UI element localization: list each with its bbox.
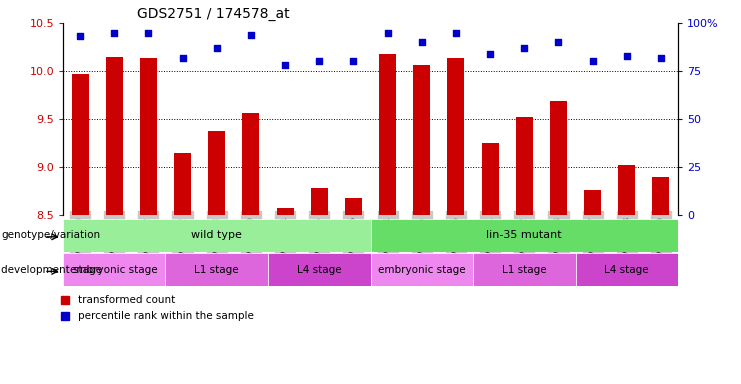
Text: L1 stage: L1 stage — [194, 265, 239, 275]
Point — [553, 39, 565, 45]
Bar — [379, 54, 396, 215]
Bar — [345, 198, 362, 215]
Bar — [413, 65, 431, 215]
Bar — [165, 253, 268, 286]
Bar — [448, 58, 465, 215]
Bar — [482, 143, 499, 215]
Bar — [310, 188, 328, 215]
Point — [518, 45, 530, 51]
Bar — [550, 101, 567, 215]
Point — [279, 62, 291, 68]
Bar — [63, 253, 165, 286]
Text: L4 stage: L4 stage — [297, 265, 342, 275]
Bar — [516, 117, 533, 215]
Text: percentile rank within the sample: percentile rank within the sample — [78, 311, 253, 321]
Bar — [473, 253, 576, 286]
Text: wild type: wild type — [191, 230, 242, 240]
Bar — [370, 219, 678, 252]
Text: genotype/variation: genotype/variation — [1, 230, 101, 240]
Point — [245, 31, 257, 38]
Bar — [584, 190, 601, 215]
Text: embryonic stage: embryonic stage — [378, 265, 465, 275]
Bar — [106, 56, 123, 215]
Point — [587, 58, 599, 65]
Point — [416, 39, 428, 45]
Bar — [63, 219, 370, 252]
Text: transformed count: transformed count — [78, 295, 175, 305]
Text: lin-35 mutant: lin-35 mutant — [486, 230, 562, 240]
Point — [210, 45, 222, 51]
Point — [142, 30, 154, 36]
Bar — [72, 74, 89, 215]
Point — [74, 33, 86, 40]
Bar — [208, 131, 225, 215]
Point — [382, 30, 393, 36]
Bar — [652, 177, 669, 215]
Text: embryonic stage: embryonic stage — [70, 265, 158, 275]
Point — [655, 55, 667, 61]
Point — [450, 30, 462, 36]
Text: L4 stage: L4 stage — [605, 265, 649, 275]
Bar — [242, 113, 259, 215]
Bar — [618, 165, 635, 215]
Point — [348, 58, 359, 65]
Text: development stage: development stage — [1, 265, 102, 275]
Point — [484, 51, 496, 57]
Text: GDS2751 / 174578_at: GDS2751 / 174578_at — [137, 7, 290, 21]
Bar — [268, 253, 370, 286]
Bar — [140, 58, 157, 215]
Bar — [174, 152, 191, 215]
Bar — [576, 253, 678, 286]
Point — [108, 30, 120, 36]
Bar — [276, 208, 293, 215]
Point — [313, 58, 325, 65]
Text: L1 stage: L1 stage — [502, 265, 547, 275]
Point — [176, 55, 188, 61]
Point — [621, 53, 633, 59]
Bar — [370, 253, 473, 286]
